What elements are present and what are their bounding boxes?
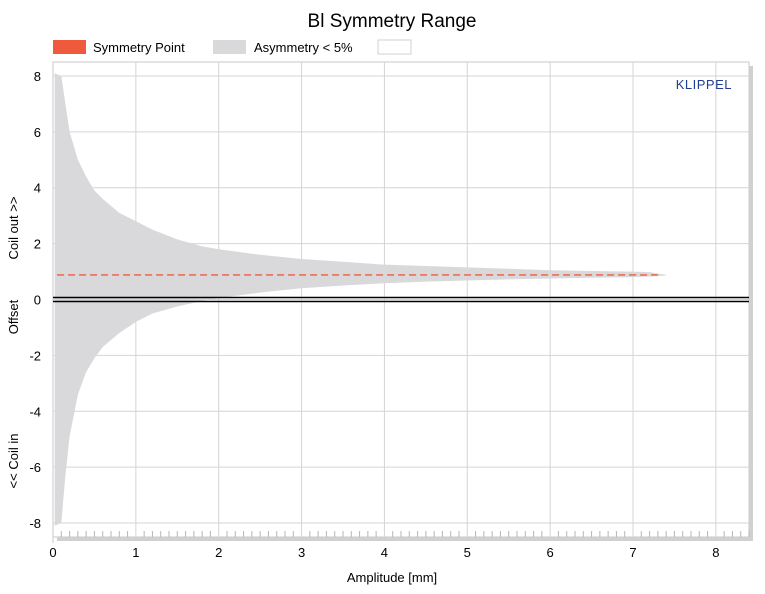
legend-label-symmetry-point: Symmetry Point (93, 40, 185, 55)
x-tick-label: 4 (381, 545, 388, 560)
x-tick-label: 3 (298, 545, 305, 560)
plot-right-shadow (749, 66, 753, 541)
y-tick-label: 4 (34, 181, 41, 196)
legend-label-asymmetry: Asymmetry < 5% (254, 40, 353, 55)
x-tick-label: 8 (712, 545, 719, 560)
x-tick-label: 6 (547, 545, 554, 560)
x-tick-labels: 0 1 2 3 4 5 6 7 8 (49, 545, 719, 560)
y-tick-label: -6 (29, 460, 41, 475)
legend-swatch-symmetry-point (53, 40, 86, 54)
y-tick-label: 8 (34, 69, 41, 84)
y-axis-title-coil-in: << Coil in (6, 434, 21, 489)
x-tick-label: 0 (49, 545, 56, 560)
asymmetry-band (54, 73, 667, 526)
y-tick-label: 6 (34, 125, 41, 140)
y-tick-label: 0 (34, 293, 41, 308)
x-tick-label: 7 (629, 545, 636, 560)
y-tick-label: -2 (29, 348, 41, 363)
y-tick-label: -8 (29, 516, 41, 531)
x-tick-label: 1 (132, 545, 139, 560)
klippel-brand: KLIPPEL (676, 77, 732, 92)
y-tick-label: 2 (34, 237, 41, 252)
legend-swatch-blank (377, 39, 412, 55)
x-tick-label: 5 (464, 545, 471, 560)
y-tick-label: -4 (29, 404, 41, 419)
minor-ticks (60, 531, 750, 537)
y-axis-title: << Coil in Offset Coil out >> (6, 197, 21, 489)
x-tick-label: 2 (215, 545, 222, 560)
legend: Symmetry Point Asymmetry < 5% (53, 39, 412, 55)
y-axis-title-coil-out: Coil out >> (6, 197, 21, 260)
y-tick-labels: 8 6 4 2 0 -2 -4 -6 -8 (29, 69, 41, 531)
asymmetry-band-layer (54, 73, 667, 526)
chart-title: Bl Symmetry Range (308, 11, 477, 32)
legend-swatch-asymmetry (213, 40, 246, 54)
line-layer (53, 274, 749, 303)
x-axis-title: Amplitude [mm] (347, 570, 437, 585)
plot-bottom-shadow (57, 537, 753, 541)
y-axis-title-offset: Offset (6, 299, 21, 334)
